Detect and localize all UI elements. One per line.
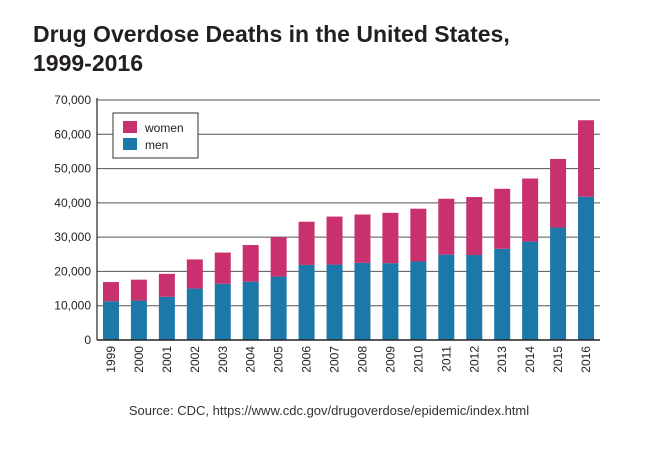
bar-women <box>382 212 399 264</box>
y-tick-label: 10,000 <box>54 299 91 313</box>
bar-men <box>522 241 539 340</box>
bar-men <box>242 281 259 340</box>
bar-men <box>578 196 595 340</box>
chart-title: Drug Overdose Deaths in the United State… <box>33 20 633 78</box>
bar-women <box>550 158 567 228</box>
bar-men <box>214 283 231 340</box>
bar-women <box>410 208 427 262</box>
legend-label-women: women <box>144 121 184 135</box>
bar-women <box>130 279 147 301</box>
x-tick-label: 2004 <box>244 346 258 373</box>
bar-women <box>326 216 343 265</box>
x-tick-label: 2003 <box>216 346 230 373</box>
source-note: Source: CDC, https://www.cdc.gov/drugove… <box>128 403 530 418</box>
bar-men <box>494 248 511 340</box>
x-tick-label: 2007 <box>328 346 342 373</box>
y-tick-label: 40,000 <box>54 196 91 210</box>
bar-men <box>410 261 427 340</box>
x-tick-label: 2013 <box>495 346 509 373</box>
bar-men <box>326 264 343 340</box>
bar-men <box>298 264 315 340</box>
x-tick-label: 2016 <box>579 346 593 373</box>
x-tick-label: 2005 <box>272 346 286 373</box>
bar-women <box>242 245 259 282</box>
bar-men <box>158 296 175 340</box>
bar-women <box>158 273 175 297</box>
y-tick-label: 20,000 <box>54 264 91 278</box>
legend-swatch-women <box>123 121 137 133</box>
x-tick-label: 1999 <box>104 346 118 373</box>
legend-swatch-men <box>123 138 137 150</box>
bar-women <box>102 282 119 302</box>
x-tick-label: 2015 <box>551 346 565 373</box>
legend-label-men: men <box>145 138 168 152</box>
x-tick-label: 2010 <box>411 346 425 373</box>
bar-women <box>522 178 539 242</box>
x-tick-label: 2001 <box>160 346 174 373</box>
bar-women <box>438 198 455 255</box>
x-tick-label: 2000 <box>132 346 146 373</box>
y-tick-label: 70,000 <box>54 93 91 107</box>
bar-women <box>354 214 371 263</box>
bar-men <box>270 276 287 340</box>
bar-men <box>186 288 203 340</box>
bar-men <box>102 301 119 340</box>
y-tick-label: 50,000 <box>54 162 91 176</box>
chart-title-line2: 1999-2016 <box>33 50 143 76</box>
x-tick-label: 2012 <box>467 346 481 373</box>
x-tick-label: 2011 <box>439 346 453 372</box>
x-tick-label: 2006 <box>300 346 314 373</box>
chart-title-line1: Drug Overdose Deaths in the United State… <box>33 21 510 47</box>
bar-women <box>270 237 287 277</box>
x-tick-label: 2009 <box>383 346 397 373</box>
bar-men <box>354 262 371 340</box>
bar-men <box>438 254 455 340</box>
legend-box <box>112 112 199 159</box>
y-tick-label: 60,000 <box>54 127 91 141</box>
bar-women <box>494 188 511 249</box>
bar-men <box>130 300 147 340</box>
y-tick-label: 30,000 <box>54 230 91 244</box>
bar-men <box>550 227 567 340</box>
x-tick-label: 2002 <box>188 346 202 373</box>
y-tick-label: 0 <box>84 333 91 347</box>
bar-women <box>186 259 203 289</box>
x-tick-label: 2014 <box>523 346 537 373</box>
bar-women <box>466 197 483 255</box>
bar-women <box>214 252 231 284</box>
bar-men <box>382 263 399 340</box>
bar-women <box>578 120 595 197</box>
bar-women <box>298 221 315 265</box>
bar-men <box>466 254 483 340</box>
x-tick-label: 2008 <box>355 346 369 373</box>
